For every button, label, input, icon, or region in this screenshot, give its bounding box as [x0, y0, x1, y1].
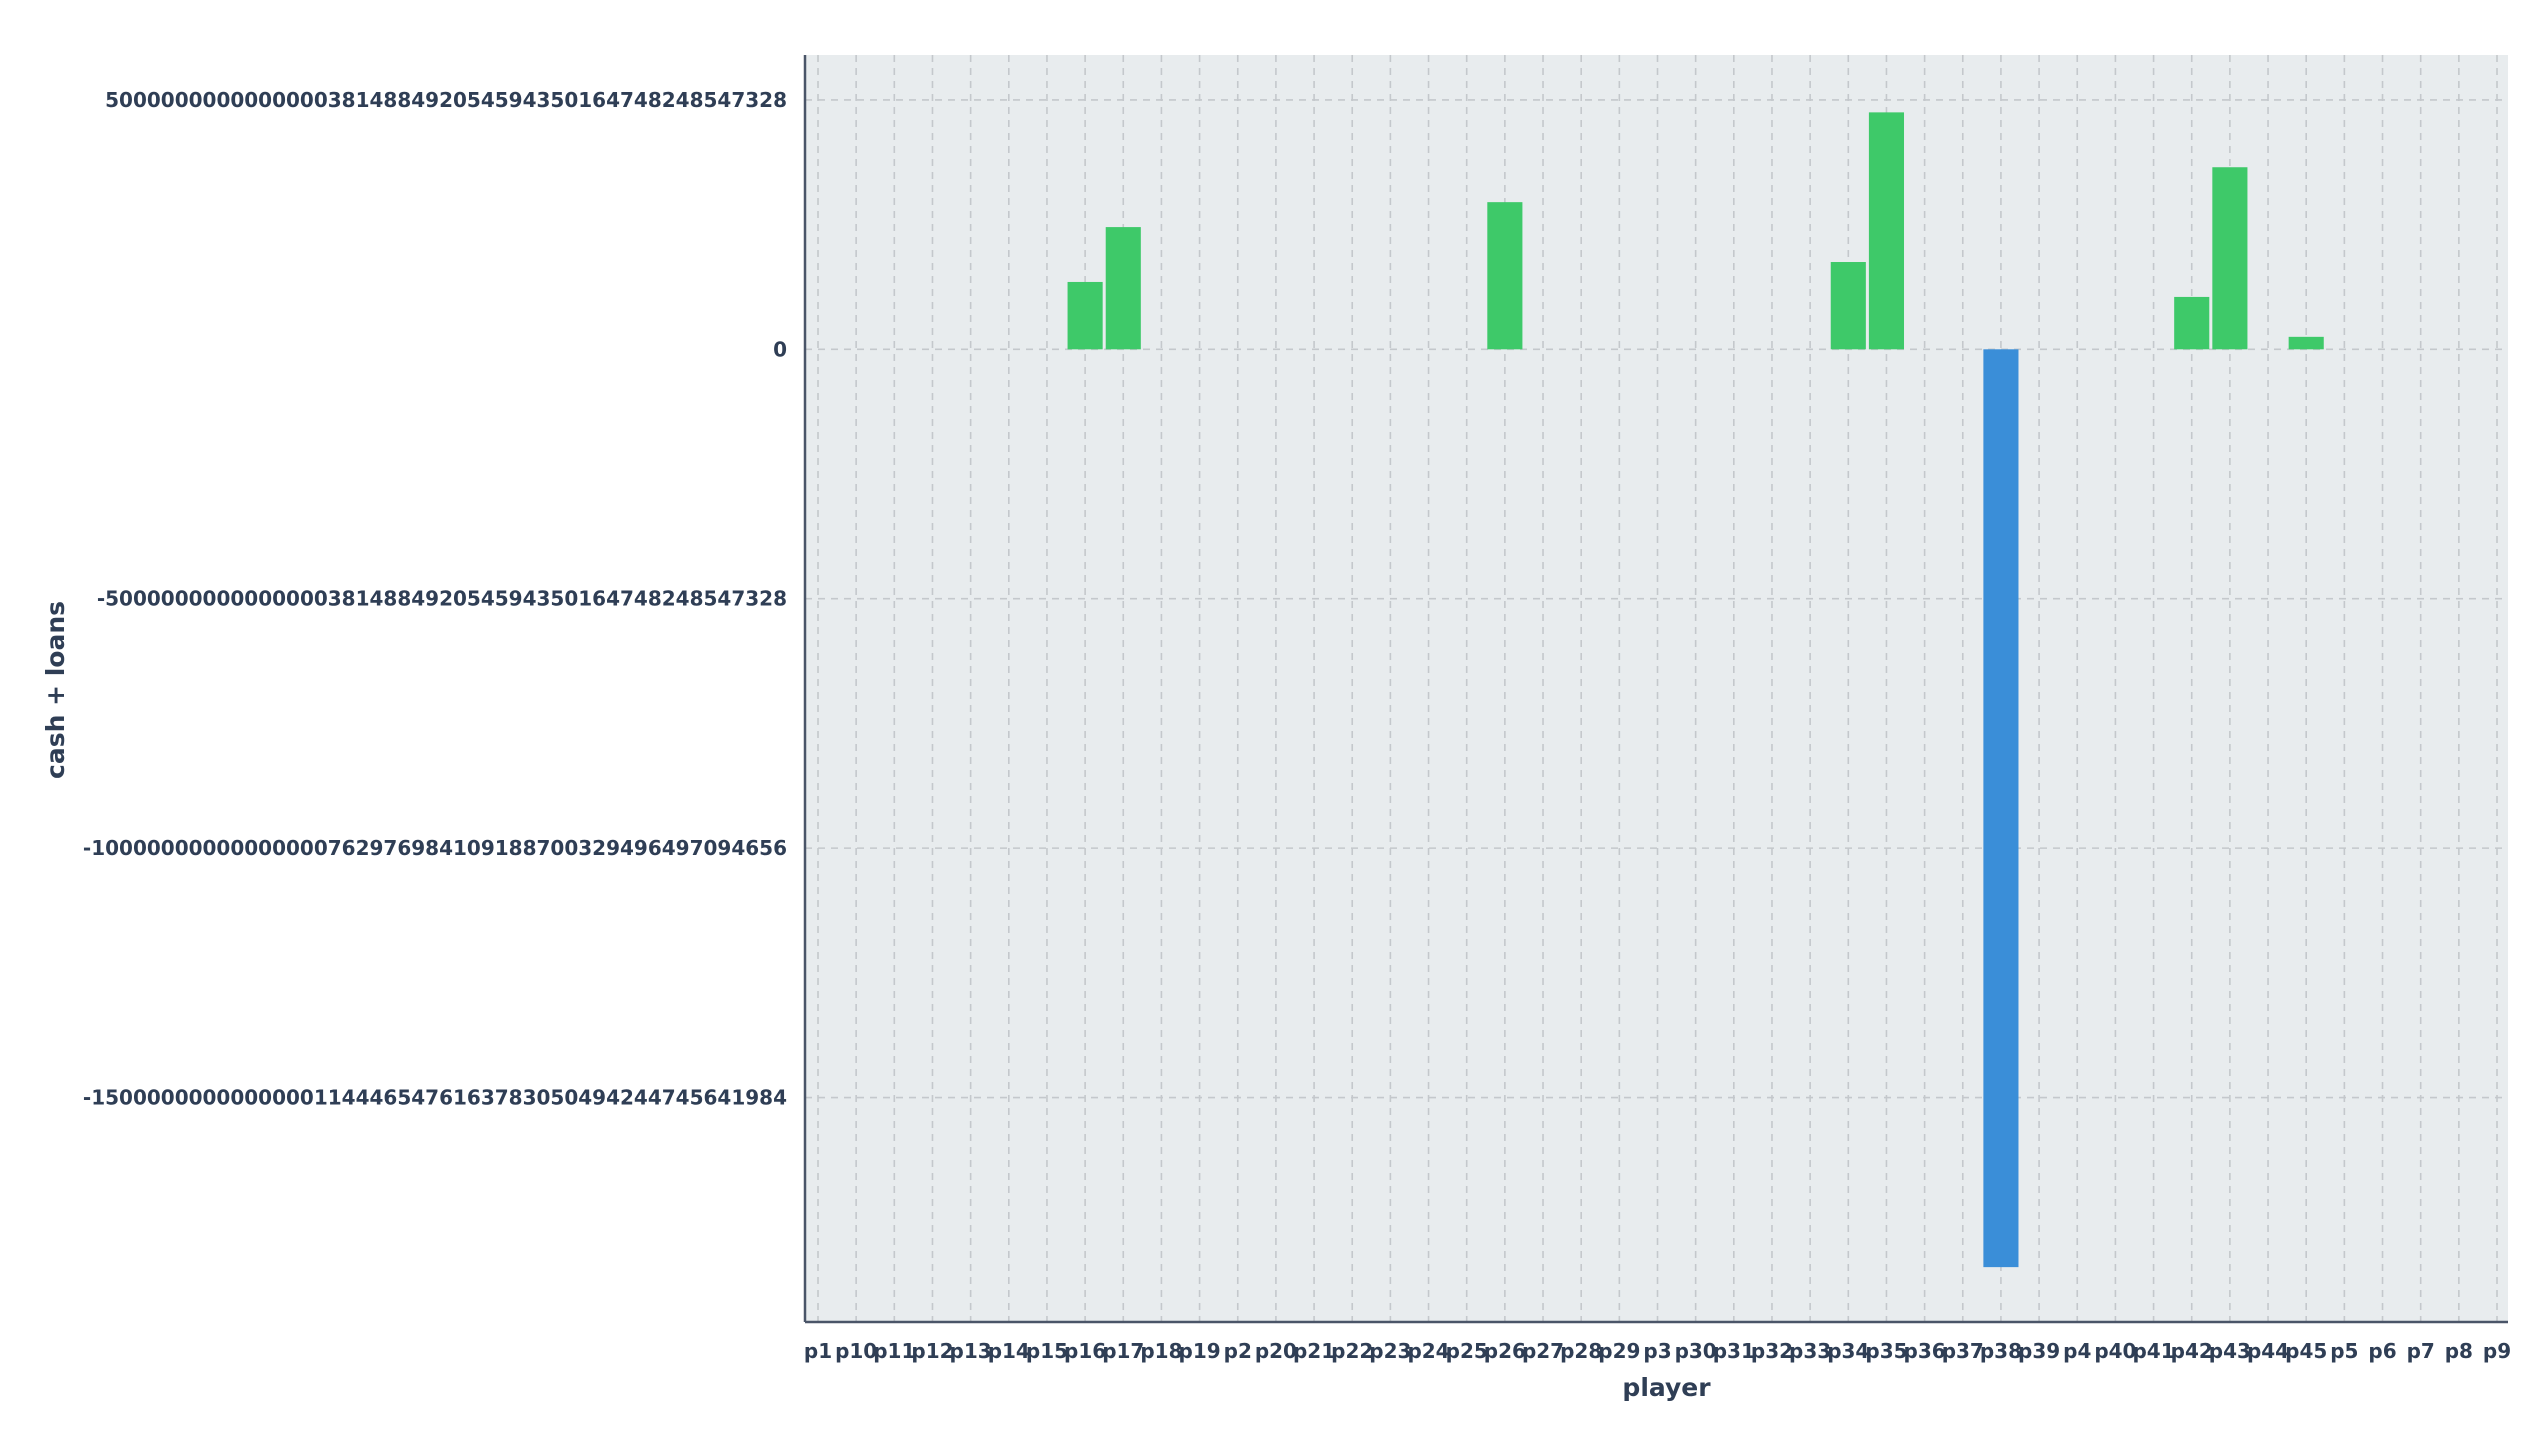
- bar-p35: [1868, 112, 1905, 350]
- x-tick-label: p11: [873, 1339, 915, 1363]
- bars: [1067, 112, 2324, 1268]
- bar-p45: [2288, 336, 2324, 350]
- bar-p17: [1105, 227, 1141, 350]
- x-tick-label: p18: [1140, 1339, 1182, 1363]
- x-tick-label: p28: [1560, 1339, 1602, 1363]
- x-tick-label: p23: [1369, 1339, 1411, 1363]
- x-tick-label: p8: [2445, 1339, 2473, 1363]
- x-tick-label: p40: [2094, 1339, 2136, 1363]
- x-tick-label: p36: [1904, 1339, 1946, 1363]
- plot-background: [805, 55, 2508, 1322]
- y-tick-label: 0: [773, 337, 787, 361]
- x-tick-label: p42: [2171, 1339, 2213, 1363]
- y-tick-label: 5000000000000000381488492054594350164748…: [105, 88, 787, 112]
- x-tick-label: p43: [2209, 1339, 2251, 1363]
- x-tick-label: p33: [1789, 1339, 1831, 1363]
- x-tick-label: p38: [1980, 1339, 2022, 1363]
- x-tick-label: p39: [2018, 1339, 2060, 1363]
- bar-p42: [2174, 296, 2210, 350]
- x-axis-label: player: [1622, 1373, 1711, 1402]
- x-tick-label: p3: [1643, 1339, 1671, 1363]
- x-tick-label: p5: [2330, 1339, 2358, 1363]
- x-tick-label: p31: [1713, 1339, 1755, 1363]
- x-tick-label: p44: [2247, 1339, 2289, 1363]
- x-tick-label: p34: [1827, 1339, 1869, 1363]
- x-tick-label: p16: [1064, 1339, 1106, 1363]
- x-tick-label: p25: [1446, 1339, 1488, 1363]
- x-tick-label: p35: [1865, 1339, 1907, 1363]
- y-axis-label: cash + loans: [41, 601, 70, 779]
- x-tick-label: p27: [1522, 1339, 1564, 1363]
- x-tick-label: p9: [2483, 1339, 2511, 1363]
- x-tick-label: p14: [988, 1339, 1030, 1363]
- x-tick-label: p41: [2132, 1339, 2174, 1363]
- x-tick-label: p32: [1751, 1339, 1793, 1363]
- y-tick-label: -100000000000000007629769841091887003294…: [83, 836, 787, 860]
- bar-p26: [1487, 202, 1523, 350]
- x-tick-label: p24: [1407, 1339, 1449, 1363]
- x-tick-label: p15: [1026, 1339, 1068, 1363]
- bar-p38: [1983, 349, 2019, 1268]
- x-tick-label: p17: [1102, 1339, 1144, 1363]
- x-tick-label: p2: [1224, 1339, 1252, 1363]
- bar-p34: [1830, 262, 1866, 350]
- bar-p43: [2212, 167, 2248, 350]
- y-tick-label: -500000000000000038148849205459435016474…: [97, 587, 787, 611]
- x-tick-label: p7: [2407, 1339, 2435, 1363]
- x-tick-label: p1: [804, 1339, 832, 1363]
- x-tick-label: p26: [1484, 1339, 1526, 1363]
- x-tick-label: p22: [1331, 1339, 1373, 1363]
- x-tick-label: p19: [1179, 1339, 1221, 1363]
- x-tick-label: p20: [1255, 1339, 1297, 1363]
- bar-p16: [1067, 281, 1103, 350]
- x-tick-label: p21: [1293, 1339, 1335, 1363]
- x-tick-label: p45: [2285, 1339, 2327, 1363]
- x-tick-label: p10: [835, 1339, 877, 1363]
- x-tick-label: p13: [950, 1339, 992, 1363]
- x-tick-label: p29: [1598, 1339, 1640, 1363]
- x-tick-label: p4: [2063, 1339, 2091, 1363]
- y-axis-ticks: 5000000000000000381488492054594350164748…: [83, 88, 787, 1110]
- y-tick-label: -150000000000000011444654761637830504942…: [83, 1086, 787, 1110]
- x-tick-label: p6: [2368, 1339, 2396, 1363]
- x-tick-label: p37: [1942, 1339, 1984, 1363]
- x-tick-label: p30: [1675, 1339, 1717, 1363]
- x-tick-label: p12: [911, 1339, 953, 1363]
